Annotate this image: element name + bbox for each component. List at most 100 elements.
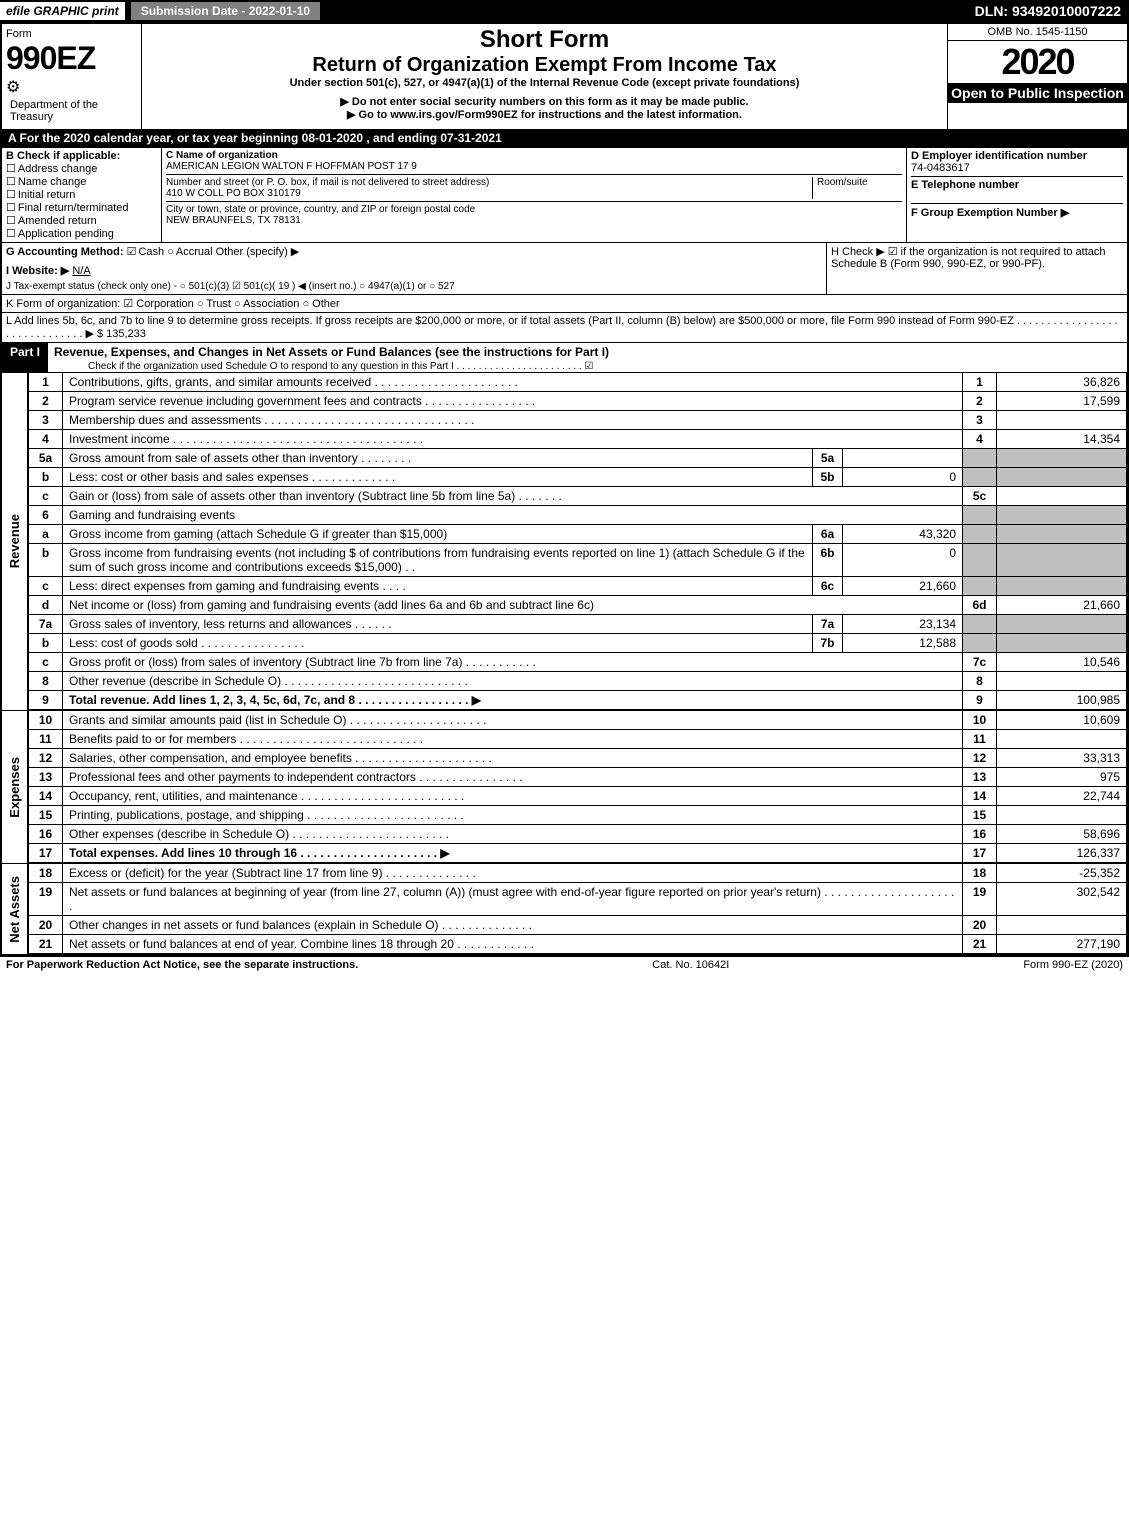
line-number: 13	[29, 768, 63, 787]
line-box: 13	[963, 768, 997, 787]
expenses-section: Expenses 10Grants and similar amounts pa…	[2, 710, 1127, 863]
netassets-label: Net Assets	[5, 872, 24, 947]
line-number: b	[29, 634, 63, 653]
line-number: 9	[29, 691, 63, 710]
acct-other[interactable]: Other (specify) ▶	[216, 246, 300, 258]
grey-cell	[963, 634, 997, 653]
open-public: Open to Public Inspection	[948, 83, 1127, 103]
line-desc: Investment income . . . . . . . . . . . …	[63, 430, 963, 449]
line-row: aGross income from gaming (attach Schedu…	[29, 525, 1127, 544]
line-desc: Less: cost of goods sold . . . . . . . .…	[63, 634, 813, 653]
paperwork-notice: For Paperwork Reduction Act Notice, see …	[6, 959, 358, 971]
line-desc: Excess or (deficit) for the year (Subtra…	[63, 864, 963, 883]
line-row: 21Net assets or fund balances at end of …	[29, 935, 1127, 954]
line-desc: Program service revenue including govern…	[63, 392, 963, 411]
acct-accrual[interactable]: Accrual	[167, 246, 212, 258]
line-row: 17Total expenses. Add lines 10 through 1…	[29, 844, 1127, 863]
line-number: 7a	[29, 615, 63, 634]
chk-address[interactable]: Address change	[6, 162, 157, 175]
line-number: c	[29, 487, 63, 506]
mid-box: 6a	[813, 525, 843, 544]
line-box: 15	[963, 806, 997, 825]
line-amount: 10,546	[997, 653, 1127, 672]
line-box: 11	[963, 730, 997, 749]
line-box: 2	[963, 392, 997, 411]
netassets-table: 18Excess or (deficit) for the year (Subt…	[28, 863, 1127, 954]
box-b: B Check if applicable: Address change Na…	[2, 148, 162, 242]
line-desc: Professional fees and other payments to …	[63, 768, 963, 787]
line-number: 14	[29, 787, 63, 806]
revenue-section: Revenue 1Contributions, gifts, grants, a…	[2, 372, 1127, 710]
line-amount: 10,609	[997, 711, 1127, 730]
line-amount: 21,660	[997, 596, 1127, 615]
line-amount: 33,313	[997, 749, 1127, 768]
line-desc: Contributions, gifts, grants, and simila…	[63, 373, 963, 392]
goto-link[interactable]: ▶ Go to www.irs.gov/Form990EZ for instru…	[148, 108, 941, 121]
line-amount: 36,826	[997, 373, 1127, 392]
line-row: 10Grants and similar amounts paid (list …	[29, 711, 1127, 730]
line-desc: Occupancy, rent, utilities, and maintena…	[63, 787, 963, 806]
line-row: 2Program service revenue including gover…	[29, 392, 1127, 411]
netassets-section: Net Assets 18Excess or (deficit) for the…	[2, 863, 1127, 954]
chk-pending[interactable]: Application pending	[6, 227, 157, 240]
line-row: 19Net assets or fund balances at beginni…	[29, 883, 1127, 916]
chk-initial[interactable]: Initial return	[6, 188, 157, 201]
line-number: 10	[29, 711, 63, 730]
room-label: Room/suite	[812, 177, 902, 199]
website-label: I Website: ▶	[6, 265, 69, 277]
group-label: F Group Exemption Number ▶	[911, 203, 1123, 219]
line-number: 20	[29, 916, 63, 935]
line-row: cGross profit or (loss) from sales of in…	[29, 653, 1127, 672]
chk-name[interactable]: Name change	[6, 175, 157, 188]
grey-cell	[963, 506, 997, 525]
grey-cell	[963, 615, 997, 634]
website-value: N/A	[72, 265, 90, 277]
line-box: 17	[963, 844, 997, 863]
grey-cell	[997, 506, 1127, 525]
cat-no: Cat. No. 10642I	[652, 959, 729, 971]
line-number: 8	[29, 672, 63, 691]
chk-amended[interactable]: Amended return	[6, 214, 157, 227]
line-amount: 22,744	[997, 787, 1127, 806]
period-bar: A For the 2020 calendar year, or tax yea…	[2, 129, 1127, 147]
line-row: bGross income from fundraising events (n…	[29, 544, 1127, 577]
line-box: 8	[963, 672, 997, 691]
tax-status: J Tax-exempt status (check only one) - ○…	[6, 281, 822, 292]
chk-final[interactable]: Final return/terminated	[6, 201, 157, 214]
box-def: D Employer identification number 74-0483…	[907, 148, 1127, 242]
line-amount: 17,599	[997, 392, 1127, 411]
line-number: 11	[29, 730, 63, 749]
efile-label[interactable]: efile GRAPHIC print	[0, 2, 125, 20]
mid-amount: 43,320	[843, 525, 963, 544]
line-row: 6Gaming and fundraising events	[29, 506, 1127, 525]
part1-check: Check if the organization used Schedule …	[48, 361, 1127, 372]
box-k: K Form of organization: ☑ Corporation ○ …	[2, 295, 1127, 312]
grey-cell	[963, 525, 997, 544]
line-row: 8Other revenue (describe in Schedule O) …	[29, 672, 1127, 691]
line-amount	[997, 672, 1127, 691]
line-number: 18	[29, 864, 63, 883]
grey-cell	[997, 577, 1127, 596]
line-desc: Gross sales of inventory, less returns a…	[63, 615, 813, 634]
ein-label: D Employer identification number	[911, 150, 1123, 162]
mid-amount: 0	[843, 544, 963, 577]
line-desc: Net income or (loss) from gaming and fun…	[63, 596, 963, 615]
line-number: 12	[29, 749, 63, 768]
grey-cell	[997, 525, 1127, 544]
tel-label: E Telephone number	[911, 176, 1123, 191]
acct-cash[interactable]: Cash	[127, 246, 165, 258]
street: 410 W COLL PO BOX 310179	[166, 188, 812, 199]
line-box: 9	[963, 691, 997, 710]
line-row: 4Investment income . . . . . . . . . . .…	[29, 430, 1127, 449]
ssn-warning: ▶ Do not enter social security numbers o…	[148, 95, 941, 108]
submission-date: Submission Date - 2022-01-10	[129, 0, 322, 22]
box-l: L Add lines 5b, 6c, and 7b to line 9 to …	[2, 313, 1127, 342]
line-box: 14	[963, 787, 997, 806]
mid-amount	[843, 449, 963, 468]
city: NEW BRAUNFELS, TX 78131	[166, 215, 902, 226]
line-box: 12	[963, 749, 997, 768]
line-row: 9Total revenue. Add lines 1, 2, 3, 4, 5c…	[29, 691, 1127, 710]
box-c: C Name of organization AMERICAN LEGION W…	[162, 148, 907, 242]
mid-amount: 21,660	[843, 577, 963, 596]
line-row: dNet income or (loss) from gaming and fu…	[29, 596, 1127, 615]
